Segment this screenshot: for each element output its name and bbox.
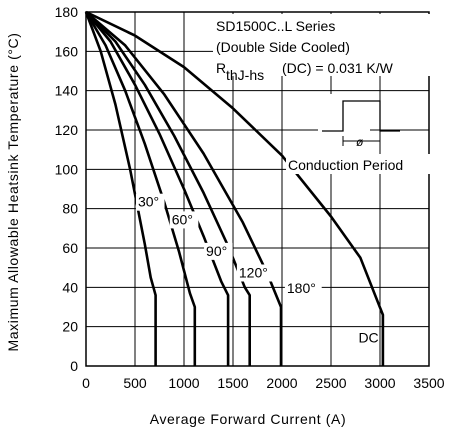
cooling-note: (Double Side Cooled) xyxy=(216,39,350,55)
y-tick-labels: 0 20 40 60 80 100 120 140 160 180 xyxy=(55,4,79,374)
x-tick-label: 500 xyxy=(123,375,147,391)
curve-label: 30° xyxy=(138,194,159,210)
curve-label-background xyxy=(135,193,165,211)
conduction-period-icon: ø xyxy=(318,94,400,154)
curve-label: 60° xyxy=(172,211,193,227)
y-tick-label: 100 xyxy=(55,161,79,177)
curve-label-background xyxy=(204,242,233,260)
plot-frame xyxy=(85,11,430,367)
series-line-90deg xyxy=(84,11,230,366)
y-tick-label: 80 xyxy=(62,201,78,217)
annotation-box: SD1500C..L Series (Double Side Cooled) R… xyxy=(213,14,458,174)
rth-value: (DC) = 0.031 K/W xyxy=(282,60,394,76)
y-tick-label: 0 xyxy=(70,358,78,374)
x-tick-label: 1000 xyxy=(168,375,199,391)
y-tick-label: 20 xyxy=(62,319,78,335)
conduction-period-label: Conduction Period xyxy=(288,157,403,173)
x-tick-label: 3000 xyxy=(364,375,395,391)
curve-label-background xyxy=(356,329,377,347)
y-tick-label: 40 xyxy=(62,279,78,295)
conduction-label-background xyxy=(286,154,458,174)
y-tick-label: 140 xyxy=(55,83,79,99)
x-tick-labels: 0 500 1000 1500 2000 2500 3000 3500 xyxy=(82,375,445,391)
x-tick-label: 0 xyxy=(82,375,90,391)
curve-label-background xyxy=(284,280,322,298)
series-line-30deg xyxy=(84,11,157,366)
series-line-180deg xyxy=(85,11,283,366)
curve-label: 90° xyxy=(206,243,227,259)
y-tick-label: 60 xyxy=(62,240,78,256)
rth-subscript: thJ-hs xyxy=(226,67,264,83)
x-tick-label: 2000 xyxy=(266,375,297,391)
rth-prefix: R xyxy=(216,60,226,76)
curve-label: 120° xyxy=(239,265,268,281)
plot-border xyxy=(85,11,430,367)
curve-label: 180° xyxy=(287,280,316,296)
series-title: SD1500C..L Series xyxy=(216,18,335,34)
y-tick-label: 120 xyxy=(55,122,79,138)
conduction-icon-background xyxy=(318,94,370,154)
y-tick-label: 180 xyxy=(55,4,79,20)
conduction-angle-symbol: ø xyxy=(356,135,364,149)
curve-labels: 30° 60° 90° 120° 180° DC xyxy=(135,193,379,347)
x-tick-label: 1500 xyxy=(217,375,248,391)
series-line-dc xyxy=(85,10,385,366)
y-axis-title: Maximum Allowable Heatsink Temperature (… xyxy=(5,32,21,351)
x-tick-label: 3500 xyxy=(413,375,444,391)
x-axis-title: Average Forward Current (A) xyxy=(150,411,346,427)
curve-label-background xyxy=(169,211,199,229)
curve-label: DC xyxy=(358,329,378,345)
y-tick-label: 160 xyxy=(55,43,79,59)
series-lines xyxy=(84,10,385,366)
x-tick-label: 2500 xyxy=(315,375,346,391)
annotation-background xyxy=(213,14,455,76)
series-line-120deg xyxy=(85,11,251,366)
curve-label-background xyxy=(236,264,274,282)
